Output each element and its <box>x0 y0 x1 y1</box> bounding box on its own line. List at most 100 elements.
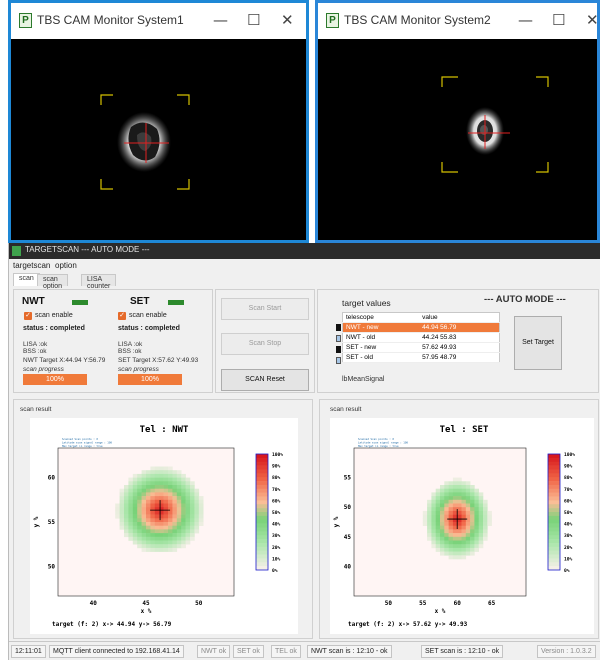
heatmap-cell <box>150 536 156 541</box>
menu-option[interactable]: option <box>55 261 77 270</box>
heatmap-cell <box>159 507 164 512</box>
x-axis-label: x % <box>435 608 446 615</box>
heatmap-cell <box>478 544 484 549</box>
heatmap-cell <box>159 544 164 549</box>
heatmap-cell <box>431 496 436 501</box>
heatmap-cell <box>159 540 164 545</box>
colorbar-segment <box>548 542 560 548</box>
heatmap-cell <box>470 518 475 523</box>
scan-stop-button[interactable]: Scan Stop <box>221 333 309 355</box>
plot-footer: target (f: 2) x-> 57.62 y-> 49.93 <box>348 621 468 628</box>
x-tick-label: 65 <box>488 600 496 607</box>
heatmap-cell <box>483 503 488 508</box>
heatmap-cell <box>440 507 445 512</box>
heatmap-cell <box>444 525 449 530</box>
mean-signal-label: lbMeanSignal <box>342 376 385 383</box>
heatmap-cell <box>141 499 147 504</box>
heatmap-cell <box>448 544 454 549</box>
heatmap-cell <box>146 503 151 508</box>
main-titlebar[interactable]: TARGETSCAN --- AUTO MODE --- <box>9 243 600 259</box>
heatmap-cell <box>132 514 138 519</box>
colorbar-segment <box>256 473 268 478</box>
heatmap-cell <box>461 507 467 512</box>
heatmap-cell <box>461 488 467 493</box>
nwt-scan-enable-checkbox[interactable]: ✓ <box>24 312 32 320</box>
colorbar-frame <box>547 453 561 571</box>
heatmap-cell <box>452 540 458 545</box>
set-target-button[interactable]: Set Target <box>514 316 562 370</box>
heatmap-cell <box>176 470 182 475</box>
menu-targetscan[interactable]: targetscan <box>13 261 51 270</box>
heatmap-cell <box>457 496 462 501</box>
heatmap-cell <box>194 518 200 523</box>
heatmap-cell <box>128 503 134 508</box>
heatmap-cell <box>444 496 449 501</box>
heatmap-cell <box>150 507 156 512</box>
camera-1-titlebar[interactable]: P TBS CAM Monitor System1 — ☐ ✕ <box>11 3 306 39</box>
status-set-scan: SET scan is : 12:10 - ok <box>421 645 504 658</box>
table-row[interactable]: SET - new 57.62 49.93 <box>342 342 500 353</box>
heatmap-cell <box>422 514 428 519</box>
close-icon[interactable]: ✕ <box>281 11 294 29</box>
y-tick-label: 55 <box>344 475 352 482</box>
heatmap-cell <box>461 499 467 504</box>
tab-scan[interactable]: scan <box>13 273 40 286</box>
camera-1-image <box>100 94 190 190</box>
heatmap-cell <box>150 488 156 493</box>
table-row[interactable]: SET - old 57.95 48.79 <box>342 352 500 363</box>
tab-scan-option[interactable]: scan option <box>37 274 69 290</box>
heatmap-cell <box>457 529 462 534</box>
tab-lisa-counter[interactable]: LISA counter <box>81 274 117 290</box>
maximize-icon[interactable]: ☐ <box>552 11 566 29</box>
heatmap-cell <box>146 481 151 486</box>
heatmap-cell <box>154 470 160 475</box>
heatmap-cell <box>448 496 454 501</box>
heatmap-cell <box>427 514 432 519</box>
heatmap-cell <box>146 547 151 552</box>
scan-reset-button[interactable]: SCAN Reset <box>221 369 309 391</box>
heatmap-cell <box>431 499 436 504</box>
heatmap-cell <box>440 522 445 526</box>
auto-mode-label: --- AUTO MODE --- <box>484 294 566 305</box>
heatmap-cell <box>435 529 441 534</box>
status-nwt-scan: NWT scan is : 12:10 - ok <box>307 645 392 658</box>
heatmap-cell <box>137 518 142 523</box>
heatmap-cell <box>440 536 445 541</box>
heatmap-cell <box>431 525 436 530</box>
camera-2-titlebar[interactable]: P TBS CAM Monitor System2 — ☐ ✕ <box>318 3 599 39</box>
heatmap-cell <box>474 488 479 493</box>
app-logo-icon <box>12 246 21 256</box>
heatmap-cell <box>435 503 441 508</box>
heatmap-cell <box>478 518 484 523</box>
heatmap-cell <box>181 529 186 534</box>
scan-start-button[interactable]: Scan Start <box>221 298 309 320</box>
heatmap-cell <box>168 496 173 501</box>
heatmap-cell <box>452 492 458 497</box>
heatmap-cell <box>474 510 479 515</box>
heatmap-cell <box>198 522 204 526</box>
heatmap-cell <box>176 507 182 512</box>
heatmap-cell <box>154 473 160 478</box>
heatmap-cell <box>141 540 147 545</box>
colorbar-segment <box>548 504 560 509</box>
heatmap-cell <box>181 485 186 489</box>
heatmap-cell <box>159 485 164 489</box>
set-scan-enable-checkbox[interactable]: ✓ <box>118 312 126 320</box>
heatmap-cell <box>168 492 173 497</box>
heatmap-cell <box>159 499 164 504</box>
colorbar-tick-label: 50% <box>272 510 281 516</box>
minimize-icon[interactable]: — <box>213 11 228 29</box>
table-row[interactable]: NWT - old 44.24 55.83 <box>342 332 500 343</box>
heatmap-cell <box>137 536 142 541</box>
minimize-icon[interactable]: — <box>518 11 533 29</box>
table-row[interactable]: NWT - new 44.94 56.79 <box>342 322 500 333</box>
heatmap-cell <box>159 503 164 508</box>
heatmap-cell <box>172 518 178 523</box>
heatmap-cell <box>137 522 142 526</box>
heatmap-cell <box>141 525 147 530</box>
plot-legend-line: Scanned Scan points : 0 <box>358 437 394 441</box>
close-icon[interactable]: ✕ <box>586 11 599 29</box>
heatmap-cell <box>163 503 169 508</box>
heatmap-cell <box>163 518 169 523</box>
maximize-icon[interactable]: ☐ <box>247 11 261 29</box>
